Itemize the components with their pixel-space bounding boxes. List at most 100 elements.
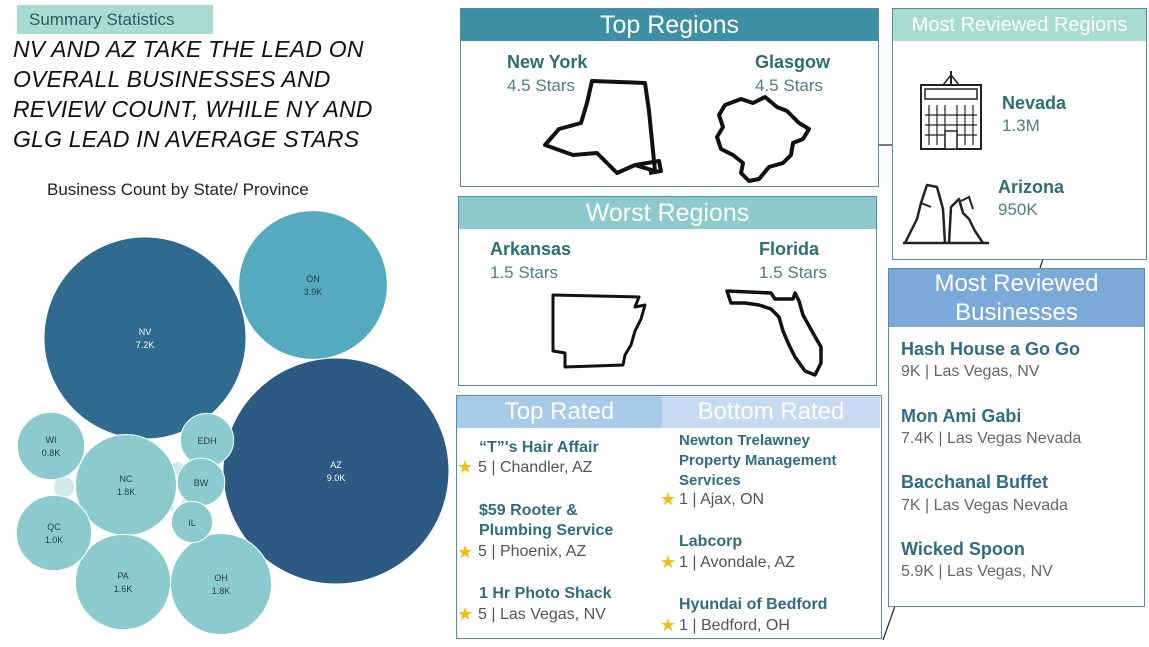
region-name: Florida: [759, 239, 820, 259]
bubble-az[interactable]: [222, 357, 450, 585]
bubble-value: 7.2K: [136, 340, 155, 350]
business-detail: 9K | Las Vegas, NV: [901, 363, 1040, 380]
business-detail: 5.9K | Las Vegas, NV: [901, 563, 1053, 580]
top-business-detail: 5 | Chandler, AZ: [478, 459, 592, 477]
headline: NV AND AZ TAKE THE LEAD ON OVERALL BUSIN…: [13, 34, 443, 154]
worst-regions-panel: Worst Regions Arkansas 1.5 Stars Florida…: [458, 196, 877, 386]
star-icon: ★: [660, 615, 677, 635]
location: | Phoenix, AZ: [486, 543, 587, 560]
bubble-label: QC: [47, 522, 61, 532]
top-business-name: 1 Hr Photo Shack: [479, 585, 612, 602]
most-reviewed-businesses-panel: Most Reviewed Businesses Hash House a Go…: [888, 268, 1145, 607]
most-reviewed-regions-title: Most Reviewed Regions: [893, 9, 1146, 41]
business-name: Bacchanal Buffet: [901, 472, 1049, 492]
location: | Bedford, OH: [687, 617, 790, 634]
rating: 1: [679, 491, 688, 508]
bubble-nc[interactable]: [74, 433, 178, 537]
bubble-label: EDH: [197, 436, 216, 446]
star-icon: ★: [457, 457, 474, 477]
headline-line: GLG LEAD IN AVERAGE STARS: [13, 126, 360, 152]
bubble-label: ON: [306, 274, 320, 284]
region-count: 950K: [998, 200, 1038, 219]
bottom-business-detail: 1 | Bedford, OH: [679, 617, 790, 635]
bubble-label: OH: [214, 573, 228, 583]
top-rated-title: Top Rated: [457, 396, 662, 428]
bubble-value: 1.6K: [114, 584, 133, 594]
bubble-on[interactable]: [238, 210, 388, 360]
summary-statistics-tag: Summary Statistics: [17, 5, 213, 34]
bubble-label: IL: [188, 518, 196, 528]
top-business-detail: 5 | Phoenix, AZ: [478, 543, 586, 561]
location: | Chandler, AZ: [486, 459, 593, 476]
minor-bubble: [54, 477, 74, 497]
location: | Ajax, ON: [687, 491, 765, 508]
region-stars: 4.5 Stars: [507, 76, 576, 95]
rating: 5: [478, 543, 487, 560]
rating: 5: [478, 459, 487, 476]
top-business-name: “T”'s Hair Affair: [479, 439, 599, 456]
bubble-label: NV: [139, 327, 152, 337]
bubble-value: 0.8K: [42, 448, 61, 458]
region-stars: 1.5 Stars: [759, 263, 828, 282]
business-detail: 7K | Las Vegas Nevada: [901, 497, 1068, 514]
region-stars: 1.5 Stars: [490, 263, 559, 282]
bottom-business-name: Hyundai of Bedford: [679, 596, 828, 613]
bottom-business-detail: 1 | Avondale, AZ: [679, 554, 795, 572]
bubble-wi[interactable]: [16, 411, 86, 481]
region-name: Arizona: [998, 177, 1065, 197]
bubble-label: PA: [117, 571, 128, 581]
region-name: New York: [507, 52, 588, 72]
bottom-rated-title: Bottom Rated: [662, 396, 880, 428]
rating: 1: [679, 554, 688, 571]
location: | Avondale, AZ: [687, 554, 795, 571]
rated-panel: Top Rated Bottom Rated “T”'s Hair Affair…: [456, 395, 882, 639]
business-detail: 7.4K | Las Vegas Nevada: [901, 430, 1082, 447]
top-regions-panel: Top Regions New York 4.5 Stars Glasgow 4…: [460, 8, 879, 187]
bubble-value: 1.8K: [212, 586, 231, 596]
region-name: Arkansas: [490, 239, 572, 259]
bubble-chart: NV 7.2K AZ 9.0K ON 3.9K NC 1.8K OH 1.8K PA 1.6K QC 1.…: [15, 210, 450, 636]
canyon-icon: [903, 183, 989, 245]
bubble-label: NC: [120, 474, 133, 484]
bottom-business-detail: 1 | Ajax, ON: [679, 491, 764, 509]
region-name: Nevada: [1002, 93, 1067, 113]
most-reviewed-regions-panel: Most Reviewed Regions Nevada 1.3M Arizon…: [892, 8, 1147, 260]
bubble-value: 9.0K: [327, 473, 346, 483]
bubble-pa[interactable]: [74, 533, 172, 631]
region-count: 1.3M: [1002, 116, 1040, 135]
bubble-label: WI: [46, 435, 57, 445]
new-york-outline-icon: [543, 79, 663, 175]
florida-outline-icon: [725, 289, 823, 377]
bubble-label: AZ: [330, 460, 342, 470]
business-name: Wicked Spoon: [901, 539, 1025, 559]
glasgow-outline-icon: [715, 95, 811, 183]
bubble-oh[interactable]: [169, 532, 273, 636]
casino-icon: [920, 71, 982, 150]
star-icon: ★: [457, 542, 474, 562]
rating: 5: [478, 606, 487, 623]
bubble-qc[interactable]: [15, 494, 93, 572]
bubble-nv[interactable]: [43, 236, 247, 440]
headline-line: NV AND AZ TAKE THE LEAD ON: [13, 36, 364, 62]
bubble-il[interactable]: [170, 500, 214, 544]
bubble-value: 1.8K: [117, 487, 136, 497]
top-business-name: $59 Rooter & Plumbing Service: [479, 502, 614, 539]
star-icon: ★: [660, 489, 677, 509]
headline-line: REVIEW COUNT, WHILE NY AND: [13, 96, 373, 122]
top-business-detail: 5 | Las Vegas, NV: [478, 606, 606, 624]
star-icon: ★: [457, 604, 474, 624]
region-stars: 4.5 Stars: [755, 76, 824, 95]
top-regions-title: Top Regions: [461, 9, 878, 41]
business-name: Mon Ami Gabi: [901, 406, 1022, 426]
bubble-value: 1.0K: [45, 535, 64, 545]
region-name: Glasgow: [755, 52, 831, 72]
arkansas-outline-icon: [551, 293, 647, 369]
business-name: Hash House a Go Go: [901, 339, 1081, 359]
bubble-label: BW: [194, 478, 209, 488]
bubble-chart-title: Business Count by State/ Province: [47, 180, 309, 199]
bubble-value: 3.9K: [304, 287, 323, 297]
headline-line: OVERALL BUSINESSES AND: [13, 66, 331, 92]
bottom-business-name: Newton Trelawney Property Management Ser…: [679, 432, 837, 489]
location: | Las Vegas, NV: [486, 606, 606, 623]
most-reviewed-businesses-title: Most Reviewed Businesses: [889, 269, 1144, 327]
